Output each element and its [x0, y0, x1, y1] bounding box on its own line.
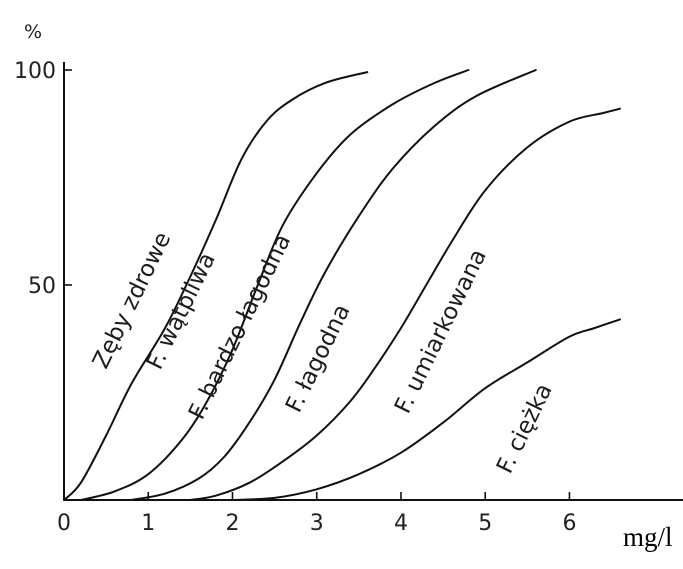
series-line-0	[63, 71, 369, 501]
x-tick-label-2: 2	[225, 511, 239, 536]
series-line-2	[130, 69, 537, 501]
x-ticks: 0 1 2 3 4 5 6	[57, 492, 576, 536]
curve-labels: Zęby zdrowe F. wątpliwa F. bardzo łagodn…	[88, 228, 558, 478]
x-tick-label-3: 3	[310, 511, 324, 536]
series-layer	[63, 69, 621, 501]
x-tick-label-4: 4	[394, 511, 408, 536]
series-label-f-ciezka: F. ciężka	[492, 380, 558, 478]
series-label-f-lagodna: F. łagodna	[281, 300, 356, 416]
y-tick-label-1: 100	[14, 59, 56, 84]
x-tick-label-6: 6	[562, 511, 576, 536]
x-tick-label-1: 1	[141, 511, 155, 536]
x-axis-unit: mg/l	[623, 522, 673, 552]
y-axis-label: %	[24, 21, 42, 43]
series-line-3	[189, 107, 621, 501]
x-axis: 0 1 2 3 4 5 6	[57, 492, 683, 536]
y-axis: % 50 100	[14, 21, 72, 500]
y-tick-label-0: 50	[28, 274, 56, 299]
y-ticks: 50 100	[14, 59, 72, 299]
x-tick-label-0: 0	[57, 511, 71, 536]
series-line-1	[79, 69, 470, 501]
x-tick-label-5: 5	[478, 511, 492, 536]
series-label-f-umiarkowana: F. umiarkowana	[390, 245, 492, 417]
series-line-4	[231, 318, 621, 501]
